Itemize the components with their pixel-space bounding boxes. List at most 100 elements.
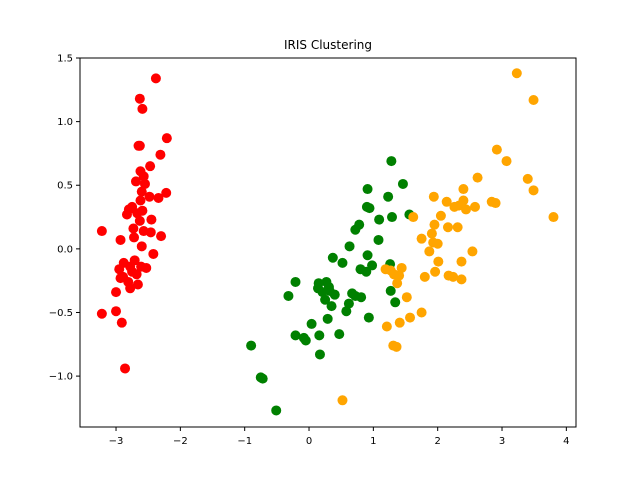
data-point — [138, 171, 149, 182]
data-point — [344, 241, 355, 252]
points-layer — [96, 68, 559, 416]
data-point — [383, 191, 394, 202]
data-point — [155, 149, 166, 160]
y-tick-label: 1.0 — [57, 117, 73, 128]
data-point — [298, 332, 309, 343]
data-point — [145, 161, 156, 172]
data-point — [394, 270, 405, 281]
data-point — [314, 330, 325, 341]
data-point — [144, 191, 155, 202]
data-point — [290, 276, 301, 287]
data-point — [356, 292, 367, 303]
data-point — [96, 308, 107, 319]
data-point — [363, 312, 374, 323]
data-point — [125, 283, 136, 294]
data-point — [456, 256, 467, 267]
y-tick-label: 1.5 — [57, 54, 73, 65]
data-point — [501, 156, 512, 167]
data-point — [257, 373, 268, 384]
data-point — [343, 298, 354, 309]
data-point — [442, 222, 453, 233]
data-point — [472, 172, 483, 183]
data-point — [374, 214, 385, 225]
data-point — [341, 306, 352, 317]
data-point — [116, 317, 127, 328]
data-point — [452, 222, 463, 233]
data-point — [314, 349, 325, 360]
data-point — [373, 234, 384, 245]
data-point — [364, 203, 375, 214]
x-tick-label: 4 — [563, 436, 569, 447]
data-point — [153, 192, 164, 203]
data-point — [136, 186, 147, 197]
data-point — [145, 227, 156, 238]
data-point — [429, 219, 440, 230]
data-point — [390, 297, 401, 308]
data-point — [430, 266, 441, 277]
data-point — [129, 232, 140, 243]
data-point — [387, 212, 398, 223]
data-point — [161, 187, 172, 198]
data-point — [271, 405, 282, 416]
data-point — [329, 289, 340, 300]
data-point — [432, 238, 443, 249]
data-point — [132, 279, 143, 290]
data-point — [120, 363, 131, 374]
data-point — [290, 330, 301, 341]
data-point — [362, 250, 373, 261]
data-point — [522, 173, 533, 184]
x-tick-label: 1 — [370, 436, 376, 447]
data-point — [139, 178, 150, 189]
data-point — [134, 140, 145, 151]
data-point — [146, 214, 157, 225]
data-point — [441, 196, 452, 207]
data-point — [458, 184, 469, 195]
data-point — [469, 201, 480, 212]
data-point — [317, 287, 328, 298]
x-tick-label: −3 — [109, 436, 124, 447]
y-axis: −1.0 −0.5 0.0 0.5 1.0 1.5 — [49, 54, 80, 383]
data-point — [156, 231, 167, 242]
data-point — [386, 156, 397, 167]
data-point — [150, 73, 161, 84]
data-point — [137, 103, 148, 114]
data-point — [426, 228, 437, 239]
data-point — [548, 212, 559, 223]
data-point — [350, 224, 361, 235]
y-tick-label: 0.0 — [57, 244, 73, 255]
y-tick-label: −1.0 — [49, 372, 73, 383]
x-tick-label: 0 — [306, 436, 312, 447]
data-point — [132, 208, 143, 219]
data-point — [337, 395, 348, 406]
data-point — [148, 248, 159, 259]
data-point — [448, 271, 459, 282]
data-point — [416, 233, 427, 244]
data-point — [111, 287, 122, 298]
y-tick-label: −0.5 — [49, 308, 73, 319]
data-point — [367, 260, 378, 271]
data-point — [130, 176, 141, 187]
y-tick-label: 0.5 — [57, 181, 73, 192]
data-point — [435, 210, 446, 221]
data-point — [408, 212, 419, 223]
x-tick-label: −1 — [237, 436, 252, 447]
data-point — [381, 321, 392, 332]
data-point — [161, 133, 172, 144]
data-point — [327, 252, 338, 263]
data-point — [401, 292, 412, 303]
data-point — [115, 234, 126, 245]
data-point — [337, 257, 348, 268]
data-point — [433, 256, 444, 267]
data-point — [128, 223, 139, 234]
data-point — [490, 198, 501, 209]
data-point — [114, 264, 125, 275]
data-point — [361, 266, 372, 277]
data-point — [306, 318, 317, 329]
data-point — [424, 246, 435, 257]
x-tick-label: 3 — [499, 436, 505, 447]
data-point — [111, 306, 122, 317]
data-point — [428, 191, 439, 202]
data-point — [136, 241, 147, 252]
data-point — [467, 246, 478, 257]
chart-title: IRIS Clustering — [284, 38, 372, 52]
